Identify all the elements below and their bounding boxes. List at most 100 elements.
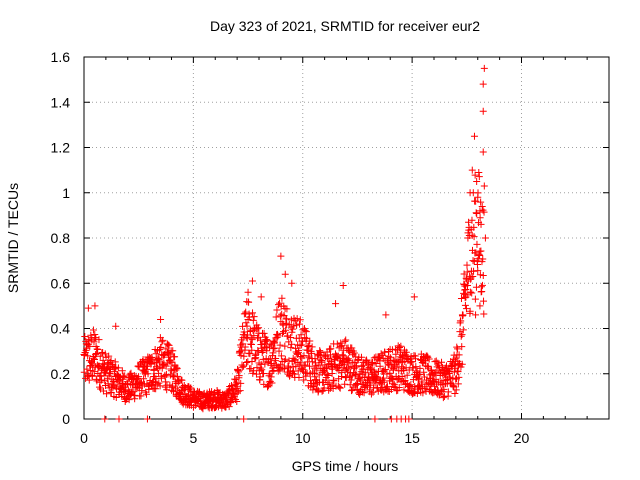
data-point: [228, 381, 236, 389]
data-point: [225, 403, 233, 411]
data-point: [90, 368, 98, 376]
data-point: [392, 350, 400, 358]
data-point: [144, 370, 152, 378]
x-tick-label: 10: [295, 430, 311, 446]
data-point: [157, 374, 165, 382]
data-point: [440, 385, 448, 393]
data-point: [332, 300, 340, 308]
y-tick-label: 1.6: [51, 49, 71, 65]
data-point: [401, 376, 409, 384]
data-point: [137, 392, 145, 400]
data-point: [347, 376, 355, 384]
data-point: [476, 271, 484, 279]
data-point: [373, 373, 381, 381]
data-point: [283, 315, 291, 323]
data-point: [326, 351, 334, 359]
data-point: [362, 369, 370, 377]
data-point: [474, 193, 482, 201]
data-point: [240, 328, 248, 336]
data-point: [155, 357, 163, 365]
data-point: [284, 364, 292, 372]
data-point: [386, 369, 394, 377]
data-point: [295, 373, 303, 381]
data-point: [323, 364, 331, 372]
data-point: [337, 342, 345, 350]
data-point: [377, 350, 385, 358]
data-point: [260, 370, 268, 378]
data-point: [93, 350, 101, 358]
data-point: [439, 394, 447, 402]
data-markers: [80, 64, 489, 423]
data-point: [252, 370, 260, 378]
chart-title: Day 323 of 2021, SRMTID for receiver eur…: [210, 18, 480, 34]
data-point: [263, 336, 271, 344]
data-point: [304, 346, 312, 354]
data-point: [318, 357, 326, 365]
data-point: [480, 182, 488, 190]
data-point: [463, 268, 471, 276]
data-point: [288, 328, 296, 336]
data-point: [462, 305, 470, 313]
data-point: [173, 372, 181, 380]
data-point: [460, 289, 468, 297]
data-point: [313, 385, 321, 393]
data-point: [279, 320, 287, 328]
data-point: [455, 373, 463, 381]
data-point: [480, 64, 488, 72]
data-point: [345, 348, 353, 356]
data-point: [238, 363, 246, 371]
data-point: [248, 277, 256, 285]
data-point: [249, 316, 257, 324]
data-point: [344, 368, 352, 376]
data-point: [125, 396, 133, 404]
data-point: [267, 373, 275, 381]
data-point: [260, 329, 268, 337]
data-point: [278, 294, 286, 302]
data-point: [270, 345, 278, 353]
data-point: [244, 331, 252, 339]
data-point: [367, 365, 375, 373]
data-point: [169, 347, 177, 355]
data-point: [320, 384, 328, 392]
data-point: [470, 132, 478, 140]
data-point: [457, 294, 465, 302]
data-point: [480, 310, 488, 318]
data-point: [84, 352, 92, 360]
x-axis-label: GPS time / hours: [292, 458, 399, 474]
data-point: [338, 351, 346, 359]
data-point: [99, 356, 107, 364]
data-point: [138, 387, 146, 395]
data-point: [96, 352, 104, 360]
data-point: [248, 336, 256, 344]
data-point: [471, 295, 479, 303]
data-point: [152, 375, 160, 383]
data-point: [276, 341, 284, 349]
y-tick-label: 0.6: [51, 275, 71, 291]
data-point: [276, 366, 284, 374]
data-point: [478, 281, 486, 289]
data-point: [454, 368, 462, 376]
data-point: [152, 385, 160, 393]
data-point: [431, 370, 439, 378]
data-point: [454, 380, 462, 388]
data-point: [477, 247, 485, 255]
data-point: [461, 301, 469, 309]
y-tick-labels: 0 0.2 0.4 0.6 0.8 1 1.2 1.4 1.6: [51, 49, 71, 427]
data-point: [466, 307, 474, 315]
data-point: [324, 371, 332, 379]
data-point: [93, 345, 101, 353]
data-point: [277, 352, 285, 360]
data-point: [273, 306, 281, 314]
data-point: [288, 340, 296, 348]
data-point: [424, 353, 432, 361]
data-point: [478, 202, 486, 210]
data-point: [480, 297, 488, 305]
data-point: [92, 375, 100, 383]
data-point: [283, 305, 291, 313]
data-point: [233, 378, 241, 386]
data-point: [372, 359, 380, 367]
data-point: [94, 346, 102, 354]
grid-lines: [84, 57, 609, 419]
data-point: [305, 342, 313, 350]
data-point: [476, 302, 484, 310]
